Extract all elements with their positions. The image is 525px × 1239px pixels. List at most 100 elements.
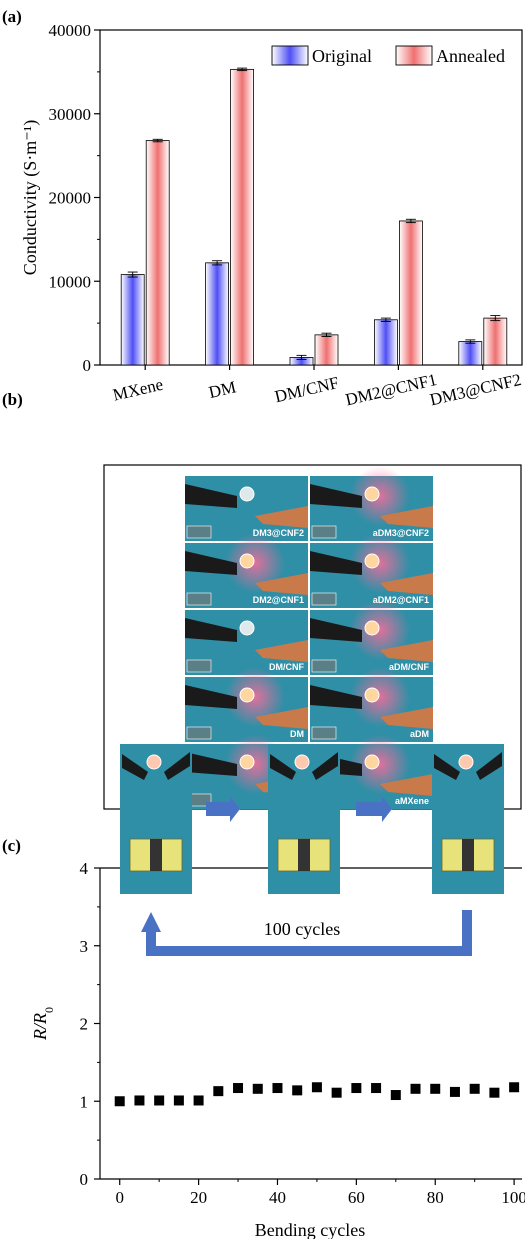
data-points-c <box>114 1082 520 1107</box>
led-bulb-icon <box>364 687 380 703</box>
led-bulb-icon <box>239 553 255 569</box>
left-clip-icon <box>310 685 362 709</box>
photo-cell: aDM2@CNF1 <box>310 533 433 608</box>
legend-a: Original Annealed <box>271 45 505 66</box>
inset-thumbnail <box>186 659 212 673</box>
error-bar <box>152 138 163 143</box>
x-axis-title-c: Bending cycles <box>255 1220 365 1239</box>
data-point <box>430 1083 441 1094</box>
data-point <box>469 1083 480 1094</box>
left-clip-icon <box>310 618 362 642</box>
right-clip-icon <box>255 573 308 595</box>
y-axis-title-main: R/R <box>30 1013 50 1041</box>
data-point <box>292 1085 303 1096</box>
y-axis-title-a: Conductivity (S·m⁻¹) <box>20 120 41 275</box>
data-point <box>390 1090 401 1101</box>
y-tick-label: 20000 <box>49 189 92 208</box>
bar-annealed <box>145 140 170 366</box>
inset-thumbnail <box>186 525 212 539</box>
data-point <box>114 1096 125 1107</box>
led-bulb-icon <box>239 754 255 770</box>
inset-photo <box>432 744 504 894</box>
data-point <box>272 1083 283 1094</box>
photo-cell: aDM3@CNF2 <box>310 466 433 541</box>
right-clip-icon <box>164 752 190 780</box>
left-clip-icon <box>185 752 237 776</box>
sample-strip <box>150 839 162 871</box>
y-tick-label: 2 <box>80 1015 89 1034</box>
error-bar <box>237 67 248 72</box>
y-tick-label: 3 <box>80 937 89 956</box>
x-tick-label: DM2@CNF1 <box>344 370 439 409</box>
photo-caption: DM2@CNF1 <box>253 595 304 605</box>
x-axis-c: 0 20 40 60 80 100 <box>115 1179 525 1207</box>
data-point <box>489 1087 500 1098</box>
photo-caption: DM <box>290 729 304 739</box>
y-tick-label: 1 <box>80 1092 89 1111</box>
x-tick-label: 0 <box>115 1188 124 1207</box>
photo-caption: aDM <box>410 729 429 739</box>
error-bar <box>465 339 476 344</box>
up-arrow-icon <box>141 912 161 932</box>
panel-label-b: (b) <box>2 390 23 409</box>
bar-original <box>205 262 230 366</box>
photo-caption: DM/CNF <box>269 662 304 672</box>
y-axis-title-c: R/R0 <box>30 1007 56 1041</box>
led-bulb-icon <box>364 486 380 502</box>
left-clip-icon <box>434 754 460 780</box>
y-tick-label: 0 <box>83 356 92 375</box>
photo-cell: DM <box>185 667 308 742</box>
data-point <box>173 1095 184 1106</box>
right-clip-icon <box>380 506 433 528</box>
led-bulb-icon <box>458 754 474 770</box>
photo-cell: DM3@CNF2 <box>185 476 308 541</box>
led-glow <box>350 533 410 593</box>
sample-strip <box>298 839 310 871</box>
bar-annealed <box>398 220 423 366</box>
data-point <box>351 1083 362 1094</box>
y-tick-label: 4 <box>80 859 89 878</box>
y-tick-label: 40000 <box>49 21 92 40</box>
inset-thumbnail <box>311 525 337 539</box>
data-point <box>311 1082 322 1093</box>
led-bulb-icon <box>364 553 380 569</box>
inset-thumbnail <box>311 726 337 740</box>
panel-label-a: (a) <box>2 7 22 26</box>
left-clip-icon <box>310 551 362 575</box>
data-point <box>252 1083 263 1094</box>
photo-caption: aDM2@CNF1 <box>373 595 429 605</box>
data-point <box>233 1083 244 1094</box>
left-clip-icon <box>185 618 237 642</box>
right-arrow-icon <box>206 796 240 822</box>
led-glow <box>350 466 410 526</box>
data-point <box>134 1095 145 1106</box>
right-arrow-icon <box>356 796 392 822</box>
inset-photo <box>120 744 192 894</box>
photo-caption: aDM3@CNF2 <box>373 528 429 538</box>
left-clip-icon <box>185 685 237 709</box>
y-tick-label: 0 <box>80 1170 89 1189</box>
right-clip-icon <box>380 707 433 729</box>
left-clip-icon <box>185 551 237 575</box>
led-bulb-icon <box>364 754 380 770</box>
x-tick-label: DM3@CNF2 <box>428 370 523 409</box>
legend-label: Annealed <box>436 46 505 66</box>
inset-photo <box>268 744 340 894</box>
legend-swatch <box>271 45 309 66</box>
right-clip-icon <box>380 774 433 796</box>
error-bar <box>321 332 332 337</box>
photo-cell: aDM/CNF <box>310 600 433 675</box>
left-clip-icon <box>270 754 296 780</box>
error-bar <box>380 317 391 322</box>
led-glow <box>350 667 410 727</box>
bar-original <box>120 274 145 366</box>
inset-thumbnail <box>311 592 337 606</box>
data-point <box>154 1095 165 1106</box>
right-clip-icon <box>255 707 308 729</box>
right-clip-icon <box>476 752 502 780</box>
legend-swatch <box>395 45 433 66</box>
photo-caption: aDM/CNF <box>389 662 430 672</box>
y-tick-label: 30000 <box>49 105 92 124</box>
cycle-bracket <box>146 910 472 956</box>
